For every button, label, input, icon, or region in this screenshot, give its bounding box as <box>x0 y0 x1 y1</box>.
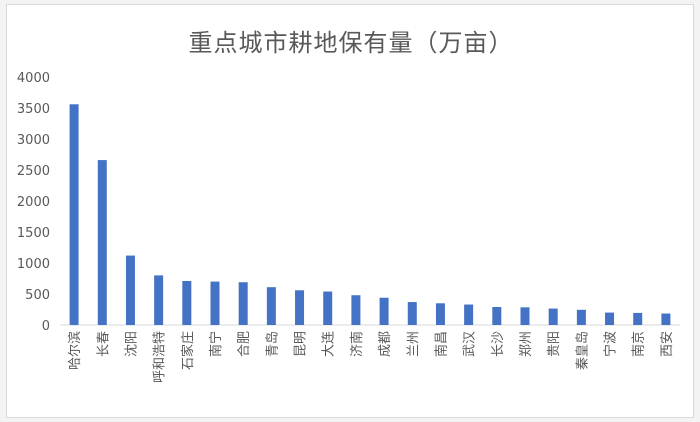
x-tick-label: 南昌 <box>433 331 449 357</box>
bar-兰州[interactable] <box>407 302 417 325</box>
bar-大连[interactable] <box>323 291 333 325</box>
x-tick-label: 青岛 <box>264 331 280 357</box>
x-tick-label: 济南 <box>349 331 365 357</box>
bar-青岛[interactable] <box>266 287 276 325</box>
x-tick-label: 沈阳 <box>124 331 139 357</box>
chart-area[interactable]: 重点城市耕地保有量（万亩） <box>6 4 694 418</box>
x-tick-label: 南宁 <box>208 331 224 357</box>
bar-南宁[interactable] <box>210 281 220 325</box>
x-tick-label: 石家庄 <box>180 331 196 370</box>
bar-郑州[interactable] <box>520 307 530 325</box>
bar-南京[interactable] <box>633 312 643 325</box>
y-tick-label: 1500 <box>17 226 50 241</box>
bar-成都[interactable] <box>379 297 389 325</box>
bar-南昌[interactable] <box>435 303 445 325</box>
x-tick-label: 兰州 <box>406 331 421 357</box>
bar-济南[interactable] <box>351 295 361 325</box>
y-tick-label: 4000 <box>17 71 50 86</box>
x-tick-label: 长春 <box>96 331 111 357</box>
x-tick-label: 宁波 <box>603 331 619 357</box>
x-tick-label: 郑州 <box>519 331 534 357</box>
y-tick-label: 3000 <box>17 133 50 148</box>
bar-长沙[interactable] <box>492 307 502 325</box>
bar-贵阳[interactable] <box>548 308 558 325</box>
x-tick-label: 昆明 <box>294 331 309 357</box>
bar-哈尔滨[interactable] <box>69 104 79 325</box>
bar-沈阳[interactable] <box>125 255 135 325</box>
bar-宁波[interactable] <box>605 312 615 325</box>
x-tick-label: 呼和浩特 <box>153 331 168 383</box>
chart-title: 重点城市耕地保有量（万亩） <box>188 29 514 57</box>
y-tick-label: 500 <box>25 288 50 303</box>
bar-合肥[interactable] <box>238 282 248 325</box>
bar-秦皇岛[interactable] <box>576 309 586 325</box>
bar-西安[interactable] <box>661 313 671 325</box>
x-tick-label: 成都 <box>378 331 393 357</box>
x-tick-label: 武汉 <box>463 331 478 357</box>
x-tick-label: 大连 <box>321 331 337 357</box>
bar-石家庄[interactable] <box>182 280 192 325</box>
y-tick-label: 1000 <box>17 257 50 272</box>
x-tick-label: 西安 <box>660 331 675 357</box>
x-tick-label: 合肥 <box>237 331 252 357</box>
x-tick-label: 秦皇岛 <box>574 331 590 370</box>
y-tick-label: 2500 <box>17 164 50 179</box>
x-tick-label: 长沙 <box>491 331 506 357</box>
bar-昆明[interactable] <box>295 290 305 325</box>
y-tick-label: 0 <box>42 319 50 334</box>
y-tick-label: 3500 <box>17 102 50 117</box>
bar-武汉[interactable] <box>464 304 474 325</box>
x-tick-label: 贵阳 <box>547 331 562 357</box>
bar-长春[interactable] <box>97 160 107 325</box>
x-tick-label: 南京 <box>631 331 647 357</box>
y-tick-label: 2000 <box>17 195 50 210</box>
x-tick-label: 哈尔滨 <box>67 331 83 370</box>
bar-呼和浩特[interactable] <box>154 275 164 325</box>
